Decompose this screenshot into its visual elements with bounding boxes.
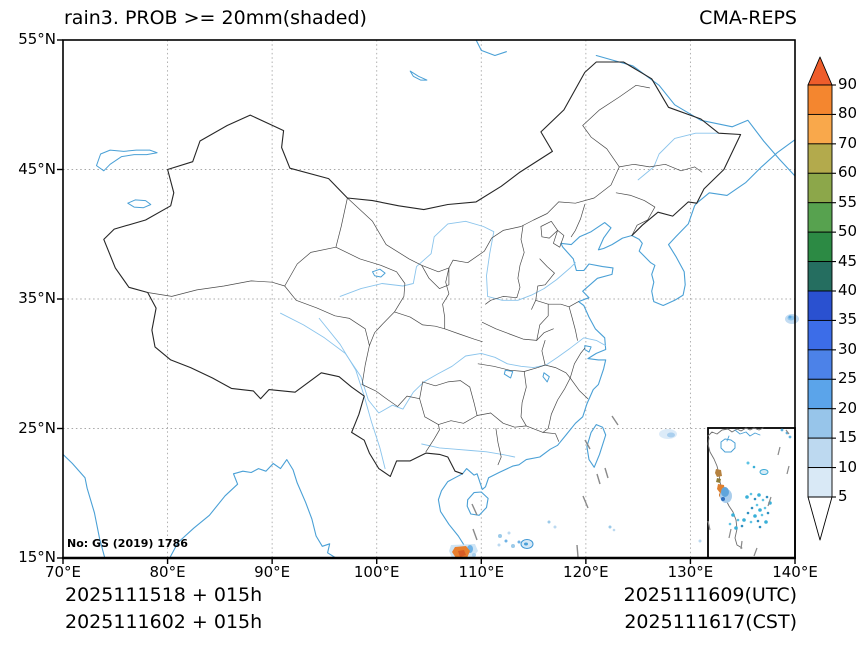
coastline-rivers	[62, 39, 796, 559]
colorbar-tick-label: 25	[838, 369, 858, 388]
colorbar-tick-label: 55	[838, 192, 858, 211]
x-tick-label: 90°E	[254, 563, 291, 581]
colorbar-tick-label: 50	[838, 222, 858, 241]
colorbar-tick-label: 35	[838, 310, 858, 329]
colorbar-segment	[807, 143, 833, 174]
footer-init-cst: 2025111602 + 015h	[65, 611, 263, 633]
colorbar-tick-label: 90	[838, 75, 858, 93]
y-tick-label: 55°N	[18, 30, 56, 48]
colorbar-tick-label: 60	[838, 163, 858, 182]
colorbar-tick-label: 80	[838, 104, 858, 123]
colorbar-segment	[807, 437, 833, 469]
y-tick-label: 35°N	[18, 289, 56, 307]
colorbar-segment	[807, 378, 833, 410]
colorbar-tick-label: 10	[838, 457, 858, 476]
colorbar-tick-label: 30	[838, 339, 858, 358]
axis-ticks	[57, 39, 796, 564]
model-name-label: CMA-REPS	[699, 7, 797, 29]
x-tick-label: 110°E	[458, 563, 505, 581]
colorbar-segment	[807, 349, 833, 380]
colorbar-segment	[807, 261, 833, 292]
y-tick-label: 15°N	[18, 548, 56, 566]
footer-valid-cst: 2025111617(CST)	[624, 611, 797, 633]
colorbar	[807, 56, 836, 541]
page-title: rain3. PROB >= 20mm(shaded)	[64, 7, 367, 29]
colorbar-segment	[807, 84, 833, 115]
colorbar-tick-label: 70	[838, 133, 858, 152]
x-tick-label: 140°E	[772, 563, 818, 581]
colorbar-tick-label: 20	[838, 398, 858, 417]
precipitation-shading	[449, 314, 799, 558]
x-tick-label: 100°E	[353, 563, 400, 581]
x-tick-label: 130°E	[667, 563, 714, 581]
colorbar-tick-label: 5	[838, 487, 848, 505]
colorbar-segment	[807, 172, 833, 204]
footer-valid-utc: 2025111609(UTC)	[623, 584, 797, 606]
x-tick-label: 80°E	[149, 563, 186, 581]
colorbar-segment	[807, 231, 833, 263]
y-tick-label: 25°N	[18, 418, 56, 437]
x-tick-label: 120°E	[563, 563, 609, 581]
colorbar-segment	[807, 202, 833, 233]
colorbar-segment	[807, 408, 833, 439]
colorbar-tick-label: 40	[838, 281, 858, 299]
colorbar-segment	[807, 467, 833, 498]
colorbar-tick-label: 45	[838, 251, 858, 270]
colorbar-segment	[807, 290, 833, 321]
colorbar-tick-label: 15	[838, 428, 858, 447]
province-borders	[147, 84, 703, 466]
colorbar-segment	[807, 319, 833, 351]
colorbar-segment	[807, 113, 833, 145]
dashed-sea-boundary	[471, 415, 619, 558]
x-tick-label: 70°E	[44, 563, 82, 581]
footer-init-utc: 2025111518 + 015h	[65, 584, 263, 606]
y-tick-label: 45°N	[18, 159, 56, 178]
national-border	[103, 61, 742, 477]
grid-lines	[63, 40, 795, 558]
license-watermark: No: GS (2019) 1786	[67, 537, 188, 550]
south-china-sea-inset	[707, 427, 796, 559]
